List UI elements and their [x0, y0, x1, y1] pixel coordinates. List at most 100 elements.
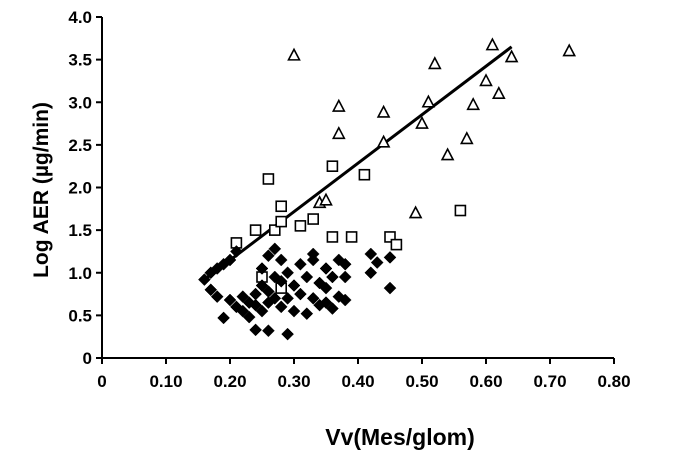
diamond-point	[364, 266, 378, 280]
square-point	[275, 200, 288, 213]
diamond-point	[268, 242, 282, 256]
diamond-point	[217, 311, 230, 325]
x-tick-label: 0.10	[149, 372, 182, 391]
diamond-point	[300, 270, 314, 284]
triangle-point	[421, 94, 436, 108]
square-point	[454, 204, 467, 217]
diamond-point	[287, 279, 301, 292]
diamond-point	[223, 253, 237, 267]
diamond-point	[319, 281, 333, 295]
square-point	[249, 224, 262, 236]
y-tick-label: 3.5	[68, 51, 92, 70]
triangle-point	[331, 126, 346, 140]
square-point	[307, 213, 320, 225]
square-point	[358, 168, 371, 181]
diamond-point	[306, 291, 320, 305]
diamond-point	[370, 256, 384, 269]
diamond-point	[383, 251, 397, 264]
square-point	[326, 160, 339, 172]
triangle-point	[562, 43, 577, 57]
diamond-point	[262, 249, 275, 263]
diamond-point	[262, 285, 275, 298]
y-tick-label: 1.0	[68, 264, 92, 283]
square-point	[294, 220, 307, 232]
diamond-point	[319, 296, 333, 309]
square-point	[262, 173, 275, 185]
diamond-point	[294, 287, 307, 301]
diamond-point	[281, 266, 294, 280]
diamond-point	[281, 327, 294, 341]
triangle-point	[491, 86, 506, 100]
triangle-point	[415, 115, 429, 129]
diamond-point	[242, 310, 256, 324]
diamond-point	[306, 247, 320, 261]
diamond-point	[210, 290, 224, 303]
diamond-point	[223, 293, 237, 307]
diamond-point	[274, 300, 288, 314]
diamond-point	[274, 253, 288, 267]
x-tick-label: 0.80	[597, 372, 630, 391]
triangle-point	[331, 98, 346, 112]
trendline	[203, 45, 513, 281]
triangle-point	[459, 131, 474, 145]
diamond-point	[383, 281, 397, 295]
triangle-point	[440, 147, 455, 161]
diamond-point	[326, 302, 339, 315]
y-axis-ticks: 0 0.5 1.0 1.5 2.0 2.5 3.0 3.5 4.0	[68, 8, 102, 368]
triangle-point	[287, 47, 301, 61]
x-axis-title: Vv(Mes/glom)	[325, 424, 475, 450]
square-point	[275, 215, 288, 228]
y-tick-label: 0.5	[68, 306, 92, 325]
diamond-point	[268, 291, 282, 305]
triangle-point	[466, 97, 481, 111]
diamond-point	[255, 279, 269, 292]
y-tick-label: 4.0	[68, 8, 92, 27]
diamond-point	[364, 247, 378, 261]
diamond-point	[338, 270, 352, 284]
x-tick-label: 0.20	[213, 372, 246, 391]
y-tick-label: 2.0	[68, 179, 92, 198]
triangle-point	[427, 56, 442, 70]
diamond-point	[198, 273, 211, 286]
x-tick-label: 0.70	[533, 372, 566, 391]
square-point	[390, 238, 403, 251]
triangle-point	[408, 205, 423, 219]
y-tick-label: 0	[83, 349, 92, 368]
diamond-point	[338, 293, 352, 307]
triangle-point	[504, 49, 519, 63]
diamond-point	[281, 291, 294, 305]
triangle-point	[376, 134, 391, 148]
y-tick-label: 3.0	[68, 93, 92, 112]
diamond-point	[262, 324, 275, 338]
diamond-point	[236, 290, 250, 303]
diamond-point	[338, 257, 352, 271]
x-tick-label: 0.30	[277, 372, 310, 391]
diamond-point	[287, 304, 301, 318]
y-tick-label: 2.5	[68, 136, 92, 155]
x-tick-label: 0	[97, 372, 106, 391]
diamond-point	[230, 245, 243, 258]
diamond-point	[294, 257, 307, 271]
triangle-point	[485, 37, 500, 51]
diamond-point	[300, 307, 314, 321]
diamond-point	[319, 262, 333, 275]
diamond-point	[204, 283, 218, 297]
triangle-point	[319, 192, 333, 206]
diamond-point	[249, 298, 262, 312]
y-tick-label: 1.5	[68, 221, 92, 240]
y-axis-title: Log AER (µg/min)	[30, 102, 53, 278]
diamond-point	[255, 304, 269, 318]
diamond-point	[249, 287, 262, 301]
x-axis-ticks: 0 0.10 0.20 0.30 0.40 0.50 0.60 0.70 0.80	[97, 358, 631, 391]
diamond-point	[249, 323, 262, 337]
x-tick-label: 0.50	[405, 372, 438, 391]
x-tick-label: 0.60	[469, 372, 502, 391]
square-point	[384, 231, 396, 243]
data-points	[198, 37, 577, 341]
square-point	[345, 231, 358, 243]
diamond-point	[326, 270, 339, 284]
triangle-point	[376, 104, 391, 118]
plot-area: 0 0.10 0.20 0.30 0.40 0.50 0.60 0.70 0.80 0 0.5 1.…	[68, 8, 630, 391]
diamond-point	[236, 304, 250, 318]
